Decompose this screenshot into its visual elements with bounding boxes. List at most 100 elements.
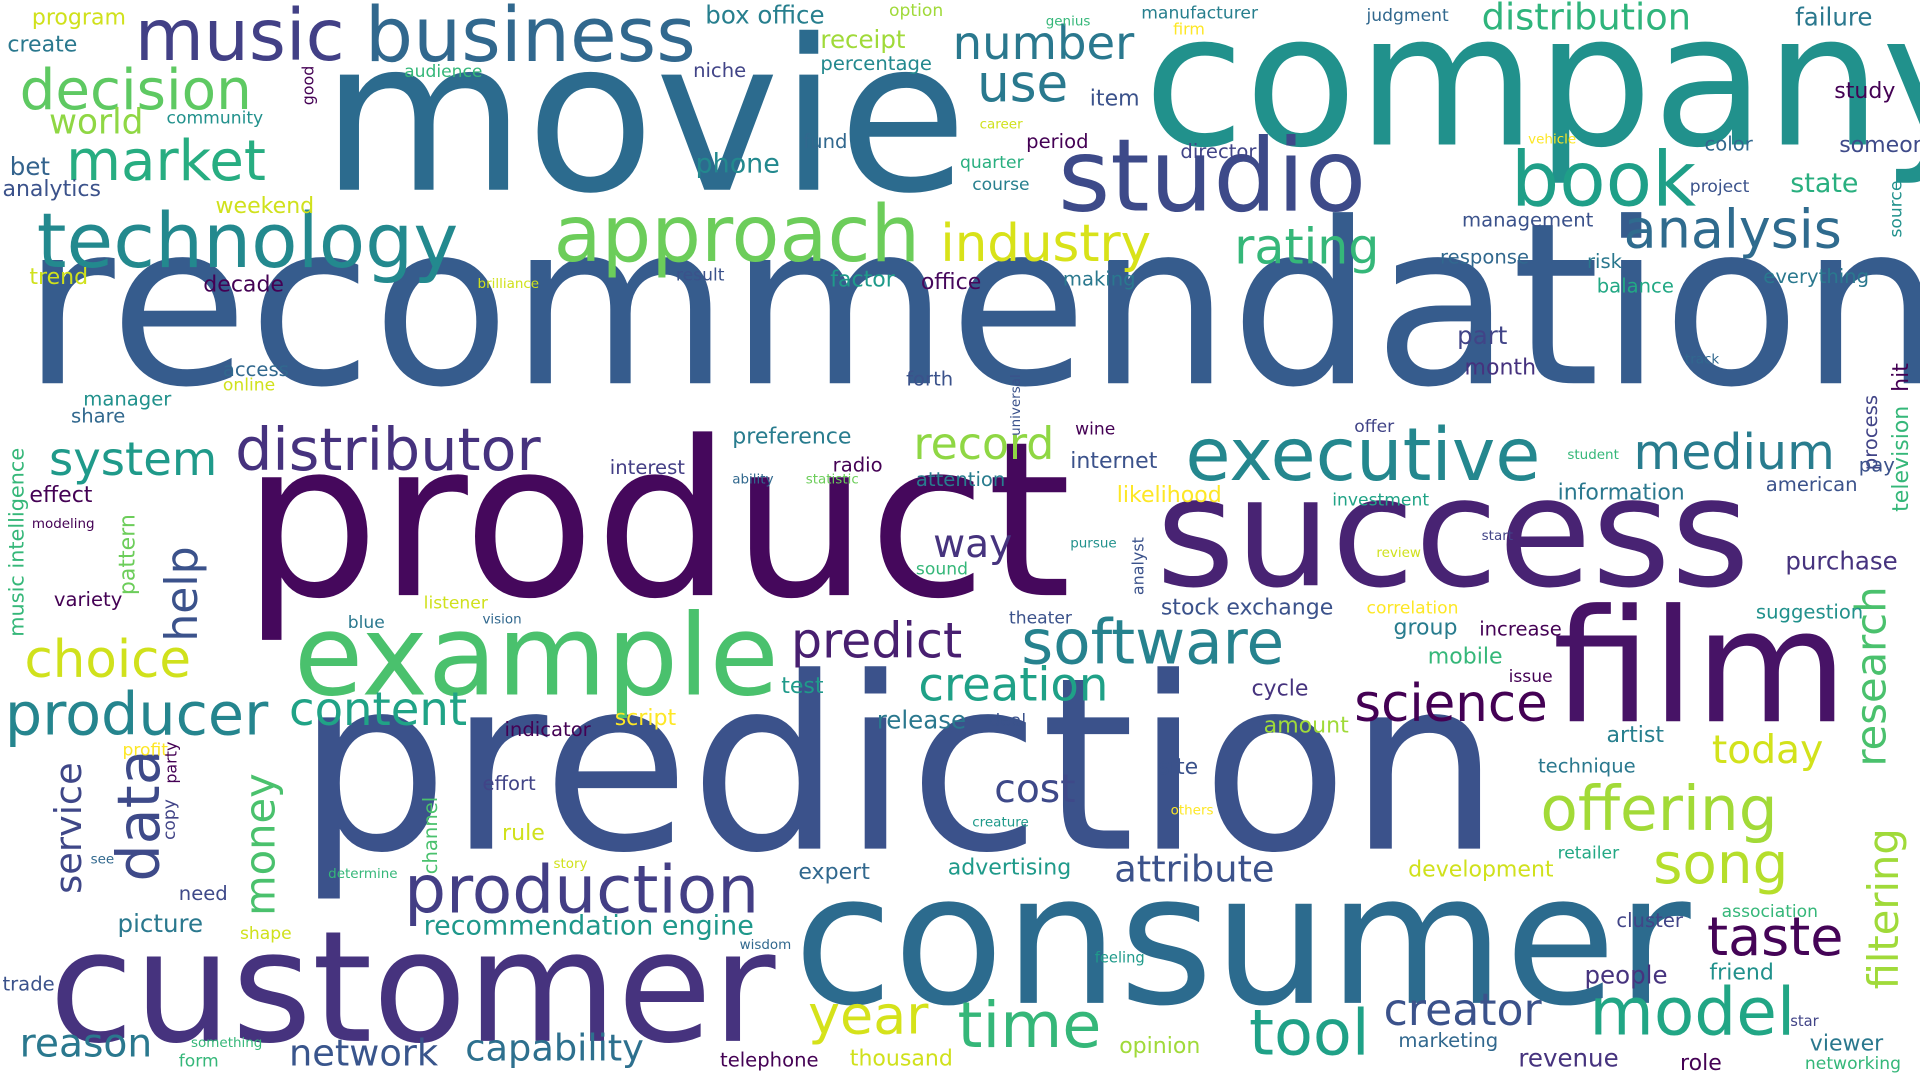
word-site: site (1158, 754, 1199, 781)
word-product: product (242, 395, 1072, 647)
word-management: management (1462, 208, 1594, 232)
word-success: success (1155, 445, 1750, 623)
word-association: association (1721, 902, 1819, 923)
word-distribution: distribution (1481, 0, 1691, 40)
word-industry: industry (940, 213, 1152, 274)
word-study: study (1834, 78, 1896, 105)
word-bet: bet (9, 151, 51, 182)
word-statistic: statistic (805, 471, 859, 488)
word-money: money (236, 773, 286, 916)
word-online: online (222, 375, 276, 396)
word-approach: approach (553, 189, 921, 281)
word-review: review (1376, 544, 1421, 561)
word-decision: decision (19, 56, 252, 123)
word-making: making (1062, 266, 1136, 291)
word-analysis: analysis (1623, 198, 1842, 261)
word-profit: profit (122, 740, 169, 761)
word-effect: effect (29, 482, 93, 509)
word-content: content (288, 682, 468, 736)
word-form: form (178, 1051, 219, 1072)
word-taste: taste (1706, 906, 1844, 969)
word-suggestion: suggestion (1755, 600, 1864, 624)
word-world: world (48, 101, 144, 143)
word-group: group (1393, 614, 1458, 641)
word-rating: rating (1234, 219, 1380, 276)
word-source: source (1886, 180, 1907, 238)
word-radio: radio (832, 453, 883, 477)
word-blue: blue (347, 613, 385, 634)
word-likelihood: likelihood (1116, 482, 1222, 509)
word-information: information (1557, 480, 1685, 506)
word-feeling: feeling (1094, 948, 1145, 967)
word-capability: capability (465, 1027, 644, 1071)
word-role: role (1680, 1050, 1722, 1077)
word-customer: customer (48, 897, 776, 1078)
word-opinion: opinion (1119, 1033, 1201, 1060)
word-choice: choice (24, 629, 192, 690)
word-universal: universal (1007, 374, 1024, 436)
word-tool: tool (1248, 996, 1370, 1071)
word-network: network (288, 1032, 439, 1076)
word-others: others (1170, 802, 1214, 818)
word-risk: risk (1586, 249, 1623, 274)
word-help: help (157, 546, 209, 642)
word-medium: medium (1633, 424, 1835, 482)
word-option: option (888, 1, 944, 21)
word-purchase: purchase (1785, 546, 1898, 576)
word-number: number (952, 15, 1135, 70)
word-start: start (1481, 527, 1514, 544)
word-reason: reason (19, 1020, 153, 1067)
word-model: model (1589, 973, 1796, 1051)
word-offer: offer (1354, 417, 1395, 438)
word-create: create (7, 31, 78, 58)
word-year: year (808, 984, 929, 1047)
word-month: month (1464, 355, 1537, 381)
word-deal: deal (989, 711, 1027, 732)
word-channel: channel (418, 796, 443, 875)
word-studio: studio (1057, 118, 1367, 236)
word-sound: sound (915, 559, 968, 580)
word-someone: someone (1839, 132, 1920, 158)
word-increase: increase (1479, 617, 1562, 641)
word-networking: networking (1804, 1054, 1902, 1074)
word-offering: offering (1540, 773, 1778, 845)
word-internet: internet (1070, 448, 1158, 474)
word-variety: variety (53, 587, 123, 612)
word-brilliance: brilliance (477, 275, 540, 292)
word-script: script (614, 705, 677, 732)
word-receipt: receipt (820, 24, 906, 54)
word-period: period (1026, 129, 1089, 154)
word-vision: vision (482, 611, 522, 627)
word-need: need (178, 881, 228, 905)
word-consumer: consumer (793, 835, 1691, 1046)
word-analyst: analyst (1130, 537, 1149, 596)
word-book: book (1511, 134, 1697, 225)
word-good: good (300, 65, 319, 106)
word-vehicle: vehicle (1528, 131, 1577, 147)
word-everything: everything (1763, 264, 1870, 288)
word-business: business (364, 0, 696, 80)
word-audience: audience (404, 62, 483, 83)
word-music-intelligence: music intelligence (4, 447, 30, 637)
word-marketing: marketing (1398, 1028, 1499, 1052)
word-project: project (1689, 177, 1750, 198)
word-state: state (1790, 168, 1859, 200)
word-story: story (553, 855, 588, 872)
word-release: release (876, 705, 967, 735)
word-cluster: cluster (1616, 908, 1683, 932)
word-phone: phone (695, 149, 780, 181)
word-attribute: attribute (1114, 848, 1275, 892)
word-amount: amount (1263, 712, 1349, 739)
word-party: party (162, 741, 182, 784)
word-part: part (1457, 320, 1508, 351)
word-way: way (933, 520, 1013, 567)
word-system: system (48, 432, 218, 487)
word-genius: genius (1045, 13, 1091, 30)
word-use: use (977, 53, 1069, 114)
word-distributor: distributor (235, 416, 541, 485)
word-producer: producer (4, 680, 269, 750)
word-quarter: quarter (960, 153, 1024, 173)
word-trade: trade (2, 972, 55, 996)
word-something: something (191, 1034, 263, 1051)
